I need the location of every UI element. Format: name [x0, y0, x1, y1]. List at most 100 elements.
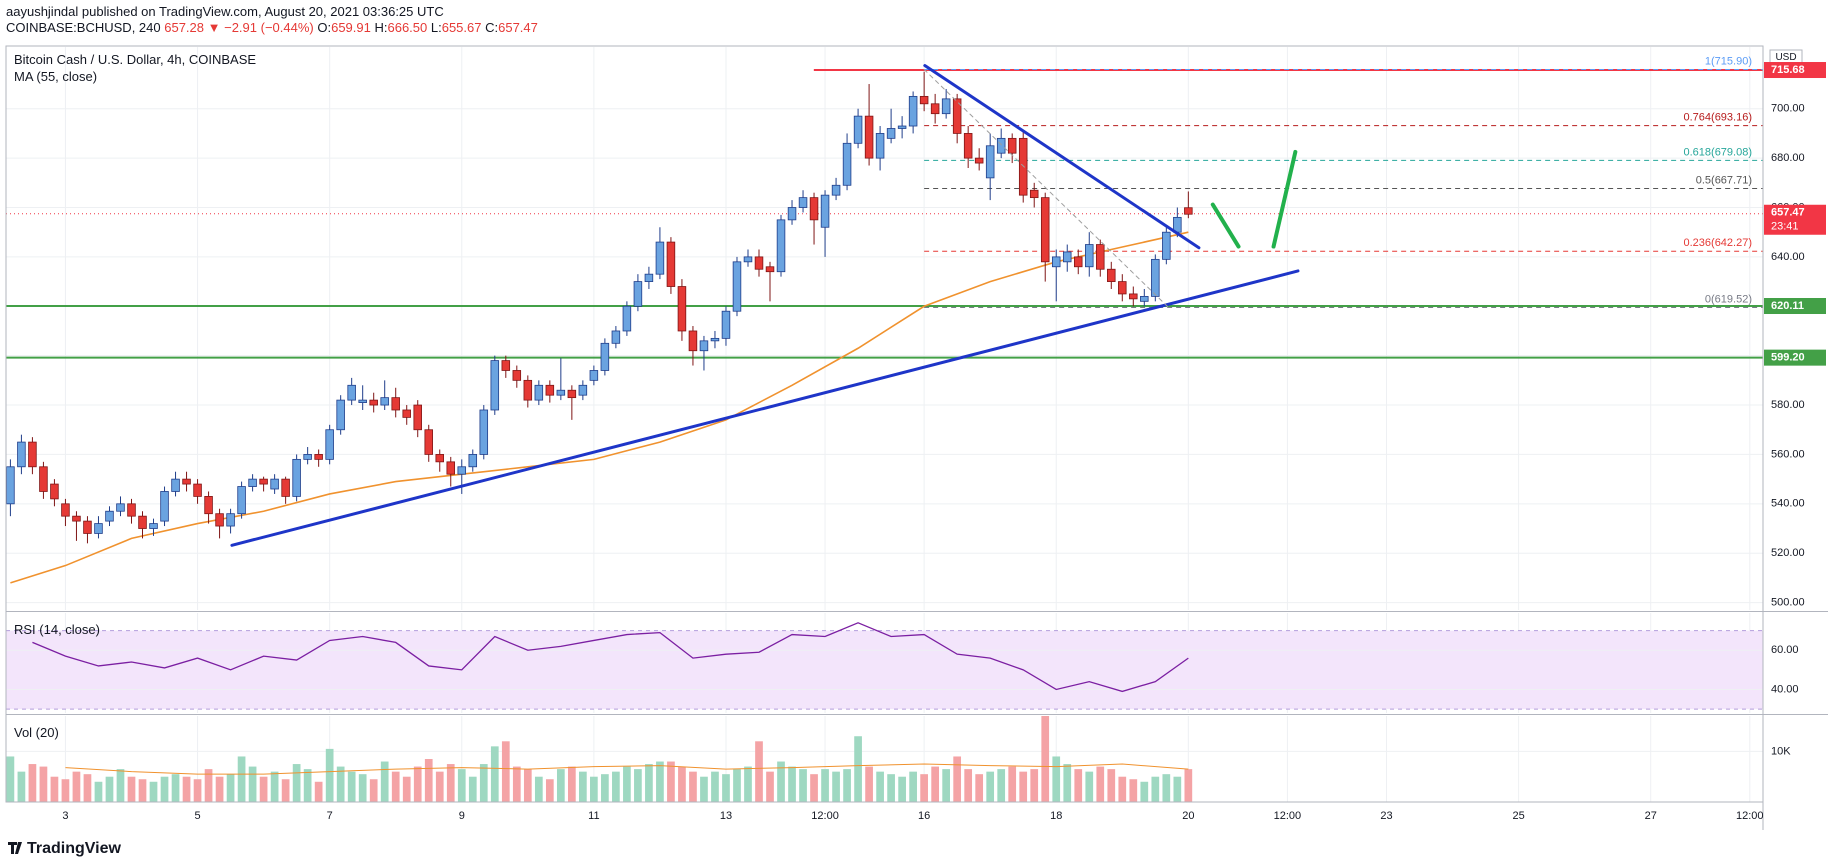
volume-bar — [72, 771, 81, 802]
volume-bar — [854, 736, 862, 802]
volume-bar — [17, 771, 26, 802]
volume-bar — [810, 774, 818, 802]
volume-bar — [909, 771, 917, 802]
volume-bar — [1173, 776, 1182, 802]
trendline — [230, 269, 1300, 547]
volume-bar — [1118, 776, 1127, 802]
x-tick-label: 25 — [1512, 810, 1524, 822]
candle-body — [138, 515, 147, 529]
candle-body — [831, 184, 841, 196]
trendline — [923, 68, 1170, 308]
candle-body — [1040, 197, 1050, 263]
candle-body — [292, 458, 301, 497]
candle-body — [457, 466, 467, 475]
volume-bar — [490, 746, 499, 802]
volume-bar — [61, 779, 70, 802]
price-tag — [1764, 349, 1826, 366]
trendline — [1271, 149, 1298, 249]
h-label: H: — [374, 20, 388, 35]
x-tick-label: 7 — [327, 810, 333, 822]
candle-body — [259, 478, 268, 485]
volume-bar — [292, 764, 301, 802]
axes: USD 3 5 7 9 11 13 12:00 16 18 20 12:00 23 25 27 12:00 5… — [5, 45, 1828, 830]
volume-bar — [942, 769, 950, 802]
candle-body — [842, 142, 852, 186]
candle-body — [83, 520, 92, 534]
volume-bar — [997, 769, 1006, 802]
x-tick-label: 12:00 — [1274, 810, 1302, 822]
candle-body — [490, 360, 500, 411]
volume-bar — [369, 779, 378, 802]
price-tag — [1764, 62, 1826, 79]
y-tick-label: 700.00 — [1771, 103, 1805, 115]
candle-body — [622, 305, 632, 332]
candle-body — [6, 466, 15, 505]
candle-body — [380, 397, 389, 406]
volume-bar — [358, 774, 367, 802]
volume-bar — [1107, 769, 1116, 802]
volume-bar — [1184, 769, 1193, 802]
candle-body — [908, 95, 918, 127]
rsi-legend: RSI (14, close) — [14, 622, 100, 637]
volume-bar — [843, 769, 851, 802]
volume-bar — [314, 781, 323, 802]
candle-body — [127, 503, 136, 517]
volume-bar — [689, 771, 697, 802]
candle-body — [325, 429, 334, 460]
candle-body — [1140, 295, 1149, 302]
fib-label: 0.5(667.71) — [1696, 174, 1752, 186]
volume-bar — [634, 769, 642, 802]
candle-body — [1007, 137, 1017, 154]
volume-bar — [590, 776, 598, 802]
x-tick-label: 18 — [1050, 810, 1062, 822]
fib-label: 0.764(693.16) — [1684, 112, 1753, 124]
candle-body — [1085, 244, 1094, 268]
l-label: L: — [430, 20, 442, 35]
candle-body — [941, 98, 951, 115]
candle-body — [182, 478, 191, 485]
y-tick-label: 540.00 — [1771, 498, 1805, 510]
fib-label: 0(619.52) — [1705, 293, 1752, 305]
volume-bar — [667, 761, 675, 802]
candle-body — [633, 281, 643, 307]
y-tick-label: 520.00 — [1771, 547, 1805, 559]
volume-bar — [457, 769, 466, 802]
candle-body — [116, 503, 125, 512]
last-price-tag — [1764, 204, 1826, 235]
candle-body — [820, 194, 830, 228]
volume-bar — [1096, 766, 1105, 802]
candle-body — [732, 261, 742, 312]
volume-bar — [1151, 776, 1160, 802]
volume-bar — [953, 756, 962, 802]
candle-body — [1018, 137, 1028, 196]
candle-body — [303, 454, 312, 460]
volume-bar — [700, 776, 708, 802]
volume-bar — [446, 764, 455, 802]
candle-body — [776, 219, 786, 273]
publisher: aayushjindal published on TradingView.co… — [6, 4, 444, 19]
volume-bar — [645, 764, 653, 802]
currency: USD — [1775, 52, 1796, 63]
volume-bar — [523, 769, 532, 802]
candle-body — [996, 137, 1006, 154]
volume-bar — [402, 776, 411, 802]
volume-bar — [336, 766, 345, 802]
candle-body — [1073, 256, 1083, 268]
y-tick-label: 680.00 — [1771, 152, 1805, 164]
volume-bar — [248, 766, 257, 802]
volume-bar — [568, 766, 576, 802]
candle-body — [721, 310, 731, 339]
candle-body — [193, 483, 202, 497]
volume-bar — [931, 766, 939, 802]
candle-body — [248, 478, 257, 487]
volume-bar — [986, 771, 995, 802]
volume-bar — [1052, 756, 1061, 802]
price-tag-label: 599.20 — [1771, 352, 1805, 364]
volume-bar — [171, 774, 180, 802]
rsi-line — [32, 622, 1189, 693]
candle-body — [171, 478, 180, 492]
volume-bar — [116, 769, 125, 802]
chart-title: Bitcoin Cash / U.S. Dollar, 4h, COINBASE — [14, 52, 257, 67]
candle-body — [1129, 293, 1138, 300]
